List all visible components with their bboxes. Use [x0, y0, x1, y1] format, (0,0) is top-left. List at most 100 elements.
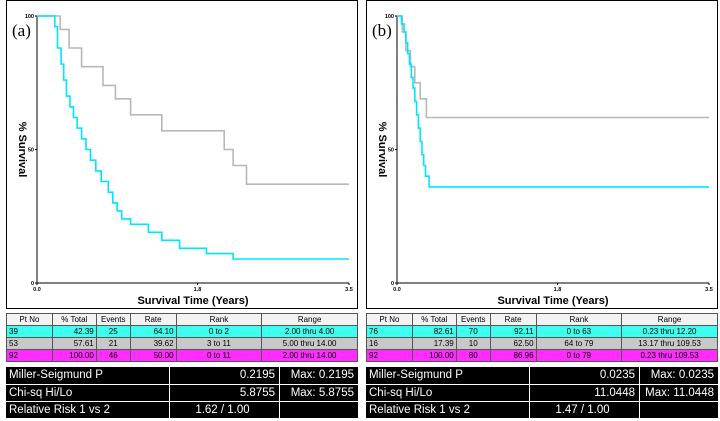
table-cell: 70 — [455, 325, 491, 338]
group1-row: 76 82.61 70 92.11 0 to 63 0.23 thru 12.20 — [366, 325, 718, 338]
table-cell: 2.00 thru 4.00 — [261, 325, 358, 338]
survival-chart-b: 0 50 100 0.0 1.8 3.5 Survival Time (Years) % Su… — [376, 14, 713, 307]
miller-seigmund-max: Max: 0.2195 — [290, 369, 354, 381]
table-cell: 86.96 — [489, 349, 537, 362]
miller-seigmund-row: Miller-Seigmund P 0.2195 Max: 0.2195 — [6, 367, 358, 384]
column-header: Pt No — [366, 313, 413, 326]
statistics-summary-a: Miller-Seigmund P 0.2195 Max: 0.2195 Chi… — [6, 367, 358, 418]
relative-risk-row: Relative Risk 1 vs 2 1.47 / 1.00 — [366, 401, 718, 418]
table-cell: 92.11 — [489, 325, 537, 338]
relative-risk-value: 1.47 / 1.00 — [530, 402, 640, 418]
group-1-survival-curve — [397, 15, 709, 188]
x-axis-title: Survival Time (Years) — [137, 295, 248, 307]
table-cell: 0 to 79 — [535, 349, 623, 362]
total-row: 92 100.00 80 86.96 0 to 79 0.23 thru 109.53 — [366, 349, 718, 362]
relative-risk-label: Relative Risk 1 vs 2 — [366, 402, 530, 418]
miller-seigmund-value: 0.2195 — [170, 367, 280, 384]
table-cell: 64.10 — [129, 325, 177, 338]
table-cell: 64 to 79 — [535, 337, 623, 350]
chi-square-value: 11.0448 — [530, 385, 640, 401]
group-1-survival-curve — [37, 15, 349, 260]
relative-risk-empty — [640, 402, 718, 418]
miller-seigmund-label: Miller-Seigmund P — [366, 367, 530, 384]
table-cell: 21 — [95, 337, 131, 350]
x-axis-title: Survival Time (Years) — [497, 295, 608, 307]
table-cell: 92 — [6, 349, 53, 362]
group1-row: 39 42.39 25 64.10 0 to 2 2.00 thru 4.00 — [6, 325, 358, 338]
table-cell: 17.39 — [411, 337, 457, 350]
y-tick-label: 0 — [31, 281, 34, 287]
table-cell: 25 — [95, 325, 131, 338]
x-tick-label: 1.8 — [554, 287, 562, 293]
y-tick-label: 50 — [388, 148, 394, 154]
table-cell: 76 — [366, 325, 413, 338]
column-header: Rank — [175, 313, 263, 326]
table-cell: 0 to 11 — [175, 349, 263, 362]
x-tick-label: 3.5 — [345, 287, 353, 293]
table-cell: 39.62 — [129, 337, 177, 350]
column-header: Events — [95, 313, 131, 326]
relative-risk-empty — [280, 402, 358, 418]
table-cell: 0.23 thru 12.20 — [621, 325, 718, 338]
column-header: Range — [261, 313, 358, 326]
table-cell: 100.00 — [51, 349, 97, 362]
group-stats-table-b: Pt No% Total Events Rate Rank Range 76 82.61 7… — [366, 313, 718, 362]
x-tick-label: 1.8 — [194, 287, 202, 293]
miller-seigmund-row: Miller-Seigmund P 0.0235 Max: 0.0235 — [366, 367, 718, 384]
miller-seigmund-max: Max: 0.0235 — [650, 369, 714, 381]
panel-label-b: (b) — [372, 21, 392, 40]
survival-chart-a: 0 50 100 0.0 1.8 3.5 Survival Time (Years) % Su… — [16, 14, 353, 307]
table-cell: 57.61 — [51, 337, 97, 350]
column-header: Rank — [535, 313, 623, 326]
column-header: Rate — [489, 313, 537, 326]
group2-row: 53 57.61 21 39.62 3 to 11 5.00 thru 14.00 — [6, 337, 358, 350]
x-tick-label: 0.0 — [33, 287, 41, 293]
y-tick-label: 100 — [25, 14, 34, 20]
table-cell: 0 to 63 — [535, 325, 623, 338]
table-cell: 10 — [455, 337, 491, 350]
table-cell: 62.50 — [489, 337, 537, 350]
table-cell: 50.00 — [129, 349, 177, 362]
miller-seigmund-label: Miller-Seigmund P — [6, 367, 170, 384]
panel-label-a: (a) — [12, 21, 31, 40]
table-cell: 100.00 — [411, 349, 457, 362]
table-cell: 82.61 — [411, 325, 457, 338]
table-cell: 80 — [455, 349, 491, 362]
table-header-row: Pt No% Total Events Rate Rank Range — [366, 313, 718, 326]
y-tick-label: 0 — [391, 281, 394, 287]
relative-risk-row: Relative Risk 1 vs 2 1.62 / 1.00 — [6, 401, 358, 418]
panel-b: 0 50 100 0.0 1.8 3.5 Survival Time (Years) % Su… — [366, 0, 718, 421]
table-cell: 39 — [6, 325, 53, 338]
group-2-survival-curve — [37, 15, 349, 185]
group2-row: 16 17.39 10 62.50 64 to 79 13.17 thru 109.53 — [366, 337, 718, 350]
column-header: % Total — [411, 313, 457, 326]
y-axis-title: % Survival — [376, 122, 388, 178]
column-header: Pt No — [6, 313, 53, 326]
table-cell: 53 — [6, 337, 53, 350]
column-header: Events — [455, 313, 491, 326]
table-cell: 42.39 — [51, 325, 97, 338]
table-cell: 92 — [366, 349, 413, 362]
table-header-row: Pt No% Total Events Rate Rank Range — [6, 313, 358, 326]
chi-square-label: Chi-sq Hi/Lo — [6, 385, 170, 401]
chi-square-row: Chi-sq Hi/Lo 5.8755 Max: 5.8755 — [6, 384, 358, 401]
table-cell: 0.23 thru 109.53 — [621, 349, 718, 362]
table-cell: 16 — [366, 337, 413, 350]
column-header: Rate — [129, 313, 177, 326]
y-axis-title: % Survival — [16, 122, 28, 178]
chi-square-row: Chi-sq Hi/Lo 11.0448 Max: 11.0448 — [366, 384, 718, 401]
total-row: 92 100.00 46 50.00 0 to 11 2.00 thru 14.00 — [6, 349, 358, 362]
x-tick-label: 0.0 — [393, 287, 401, 293]
table-cell: 46 — [95, 349, 131, 362]
survival-plot-b: 0 50 100 0.0 1.8 3.5 Survival Time (Years) % Su… — [366, 0, 718, 309]
table-cell: 3 to 11 — [175, 337, 263, 350]
relative-risk-label: Relative Risk 1 vs 2 — [6, 402, 170, 418]
table-cell: 2.00 thru 14.00 — [261, 349, 358, 362]
chi-square-label: Chi-sq Hi/Lo — [366, 385, 530, 401]
group-2-survival-curve — [397, 15, 709, 119]
y-tick-label: 100 — [385, 14, 394, 20]
chi-square-max: Max: 5.8755 — [290, 387, 354, 399]
group-stats-table-a: Pt No% Total Events Rate Rank Range 39 42.39 2… — [6, 313, 358, 362]
table-cell: 13.17 thru 109.53 — [621, 337, 718, 350]
table-cell: 0 to 2 — [175, 325, 263, 338]
